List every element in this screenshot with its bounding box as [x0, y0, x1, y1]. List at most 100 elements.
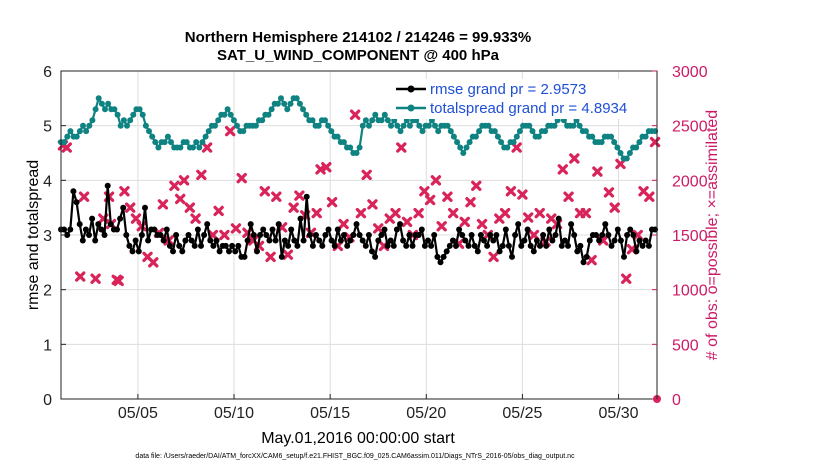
totalspread-point — [190, 144, 196, 151]
assimilated-obs-marker — [355, 207, 367, 219]
assimilated-obs-marker — [338, 218, 349, 230]
rmse-point — [101, 232, 108, 238]
totalspread-point — [466, 139, 473, 146]
assimilated-obs-marker — [90, 273, 101, 284]
totalspread-point — [230, 117, 237, 124]
rmse-point — [173, 232, 180, 238]
totalspread-point — [287, 100, 294, 107]
rmse-point — [630, 232, 637, 238]
rmse-point — [359, 237, 366, 244]
totalspread-point — [494, 133, 501, 140]
y-axis-label: rmse and totalspread — [25, 160, 42, 310]
totalspread-point — [268, 106, 275, 113]
rmse-point — [397, 221, 403, 228]
assimilated-obs-marker — [465, 197, 476, 208]
series-layer — [57, 95, 661, 403]
rmse-point — [257, 232, 264, 238]
totalspread-point — [127, 117, 134, 124]
rmse-point — [505, 242, 512, 249]
x-axis-label: May.01,2016 00:00:00 start — [261, 430, 455, 447]
assimilated-obs-marker — [236, 172, 247, 184]
assimilated-obs-marker — [271, 191, 282, 202]
totalspread-point — [406, 122, 413, 129]
totalspread-point — [322, 117, 328, 124]
assimilated-obs-marker — [125, 202, 136, 213]
totalspread-point — [626, 150, 633, 156]
y2-tick-label: 3000 — [672, 64, 708, 81]
rmse-point — [515, 221, 522, 228]
rmse-point — [117, 215, 124, 222]
assimilated-obs-marker — [288, 202, 299, 213]
totalspread-point — [435, 128, 442, 135]
rmse-point — [297, 215, 304, 222]
totalspread-point — [504, 144, 511, 151]
assimilated-obs-marker — [592, 166, 603, 177]
rmse-point — [182, 237, 189, 244]
legend-totalspread-marker — [407, 104, 415, 112]
assimilated-obs-marker — [511, 142, 522, 153]
rmse-point — [530, 248, 537, 255]
rmse-point — [213, 237, 220, 244]
totalspread-point — [120, 117, 127, 124]
assimilated-obs-marker — [184, 202, 196, 213]
rmse-point — [627, 226, 634, 233]
totalspread-point — [394, 122, 401, 129]
legend: rmse grand pr = 2.9573 totalspread grand… — [390, 79, 652, 119]
totalspread-point — [152, 139, 159, 146]
assimilated-obs-marker — [644, 191, 655, 202]
rmse-point — [288, 226, 295, 233]
totalspread-point — [124, 122, 130, 129]
rmse-point — [232, 248, 239, 255]
totalspread-point — [516, 128, 523, 135]
totalspread-point — [510, 139, 517, 146]
totalspread-point — [89, 117, 96, 124]
rmse-point — [95, 221, 102, 228]
rmse-point — [278, 253, 285, 260]
legend-rmse-label: rmse grand pr = 2.9573 — [430, 81, 586, 98]
assimilated-obs-marker — [175, 193, 186, 205]
totalspread-point — [105, 100, 112, 107]
rmse-point — [126, 242, 133, 249]
rmse-point — [456, 226, 463, 233]
assimilated-obs-marker — [476, 218, 488, 230]
rmse-point — [166, 242, 173, 249]
totalspread-point — [202, 133, 209, 140]
totalspread-point — [177, 144, 184, 151]
totalspread-point — [353, 150, 360, 156]
y2-tick-label: 0 — [672, 392, 681, 409]
rmse-point — [350, 232, 357, 238]
assimilated-obs-marker — [265, 251, 276, 263]
totalspread-point — [309, 117, 316, 124]
rmse-point — [194, 226, 201, 233]
totalspread-point — [265, 111, 272, 118]
rmse-point — [201, 232, 208, 238]
totalspread-point — [196, 144, 203, 151]
totalspread-point — [491, 128, 498, 135]
rmse-point — [79, 237, 86, 244]
assimilated-obs-marker — [311, 207, 322, 219]
rmse-point — [487, 232, 494, 238]
totalspread-point — [325, 122, 332, 129]
data-file-footnote: data file: /Users/raeder/DAI/ATM_forcXX/… — [135, 453, 575, 460]
totalspread-point — [64, 133, 71, 140]
rmse-point — [216, 248, 223, 255]
totalspread-point — [457, 144, 464, 151]
assimilated-obs-marker — [169, 180, 180, 191]
rmse-point — [387, 237, 394, 244]
totalspread-point — [447, 128, 454, 135]
rmse-point — [502, 226, 509, 233]
rmse-point — [608, 242, 615, 249]
rmse-point — [611, 237, 618, 244]
rmse-point — [291, 237, 298, 244]
rmse-point — [409, 242, 416, 249]
rmse-point — [421, 242, 428, 249]
assimilated-obs-marker — [157, 199, 169, 210]
assimilated-obs-marker — [78, 191, 90, 202]
totalspread-point — [259, 117, 266, 124]
assimilated-obs-marker — [75, 271, 86, 282]
rmse-point — [269, 226, 276, 233]
totalspread-point — [303, 111, 310, 118]
rmse-point — [73, 199, 80, 206]
assimilated-obs-marker — [361, 169, 372, 181]
rmse-point — [565, 242, 571, 249]
